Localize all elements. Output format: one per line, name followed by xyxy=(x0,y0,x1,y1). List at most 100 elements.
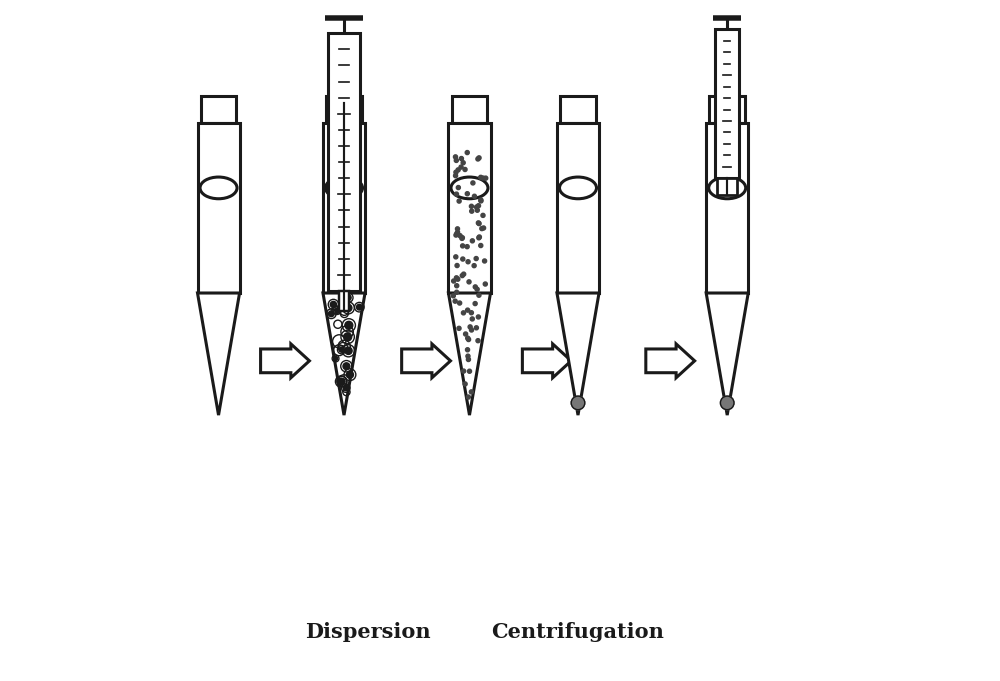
Circle shape xyxy=(469,204,473,208)
Circle shape xyxy=(473,302,477,306)
Circle shape xyxy=(463,382,467,386)
Polygon shape xyxy=(715,29,739,178)
Circle shape xyxy=(339,347,344,352)
Circle shape xyxy=(341,304,345,308)
Polygon shape xyxy=(448,293,491,415)
Circle shape xyxy=(454,159,458,163)
Polygon shape xyxy=(706,123,748,293)
Polygon shape xyxy=(709,96,745,123)
Circle shape xyxy=(479,199,483,203)
Circle shape xyxy=(475,208,479,212)
Circle shape xyxy=(474,326,478,330)
Circle shape xyxy=(334,356,338,360)
Circle shape xyxy=(466,358,470,362)
Circle shape xyxy=(476,315,480,319)
Text: Centrifugation: Centrifugation xyxy=(492,622,664,642)
Polygon shape xyxy=(560,96,596,123)
Circle shape xyxy=(466,259,470,264)
Polygon shape xyxy=(646,344,695,378)
Circle shape xyxy=(456,168,460,172)
Polygon shape xyxy=(725,29,730,175)
Circle shape xyxy=(461,257,465,261)
Circle shape xyxy=(453,155,458,159)
Circle shape xyxy=(472,194,476,198)
Polygon shape xyxy=(522,344,571,378)
Circle shape xyxy=(454,255,458,259)
Circle shape xyxy=(343,385,348,391)
Circle shape xyxy=(571,396,585,410)
Circle shape xyxy=(457,199,461,203)
Circle shape xyxy=(477,156,481,160)
Circle shape xyxy=(720,396,734,410)
Polygon shape xyxy=(402,344,450,378)
Circle shape xyxy=(346,371,353,378)
Polygon shape xyxy=(339,291,349,311)
Circle shape xyxy=(454,174,458,178)
Polygon shape xyxy=(448,123,491,293)
Circle shape xyxy=(454,170,458,174)
Circle shape xyxy=(481,213,485,217)
Circle shape xyxy=(454,276,458,280)
Circle shape xyxy=(462,369,466,373)
Circle shape xyxy=(472,264,476,268)
Circle shape xyxy=(469,390,473,394)
Circle shape xyxy=(482,226,486,230)
Circle shape xyxy=(330,302,336,308)
Polygon shape xyxy=(198,123,240,293)
Circle shape xyxy=(345,321,353,330)
Circle shape xyxy=(455,290,459,294)
Circle shape xyxy=(345,304,352,311)
Circle shape xyxy=(335,308,339,313)
Polygon shape xyxy=(326,96,362,123)
Circle shape xyxy=(456,277,460,281)
Circle shape xyxy=(475,287,479,291)
Polygon shape xyxy=(341,33,347,287)
Polygon shape xyxy=(323,123,365,293)
Circle shape xyxy=(345,347,352,354)
Circle shape xyxy=(476,221,480,225)
Circle shape xyxy=(466,308,470,312)
Circle shape xyxy=(455,264,459,268)
Circle shape xyxy=(343,363,350,370)
Polygon shape xyxy=(261,344,309,378)
Circle shape xyxy=(451,294,455,298)
Circle shape xyxy=(477,236,481,240)
Circle shape xyxy=(477,235,481,239)
Circle shape xyxy=(479,175,483,179)
Text: Dispersion: Dispersion xyxy=(305,622,431,642)
Circle shape xyxy=(460,274,464,278)
Circle shape xyxy=(338,378,344,385)
Circle shape xyxy=(345,295,351,300)
Circle shape xyxy=(456,230,460,234)
Circle shape xyxy=(469,328,474,332)
Circle shape xyxy=(454,233,458,237)
Polygon shape xyxy=(557,293,599,415)
Circle shape xyxy=(328,311,334,317)
Circle shape xyxy=(483,259,487,263)
Circle shape xyxy=(467,280,471,284)
Circle shape xyxy=(455,232,459,236)
Circle shape xyxy=(468,325,472,329)
Circle shape xyxy=(474,257,478,261)
Circle shape xyxy=(454,192,459,196)
Circle shape xyxy=(455,227,460,231)
Polygon shape xyxy=(323,293,365,415)
Circle shape xyxy=(465,348,470,352)
Circle shape xyxy=(481,176,485,180)
Circle shape xyxy=(471,181,475,185)
Polygon shape xyxy=(198,293,240,415)
Circle shape xyxy=(483,282,487,286)
Circle shape xyxy=(470,209,474,213)
Circle shape xyxy=(467,369,472,373)
Circle shape xyxy=(465,191,469,195)
Circle shape xyxy=(466,354,470,358)
Circle shape xyxy=(339,379,345,385)
Circle shape xyxy=(477,221,481,225)
Circle shape xyxy=(480,227,484,231)
Circle shape xyxy=(470,239,474,243)
Circle shape xyxy=(479,198,483,202)
Circle shape xyxy=(462,272,466,276)
Circle shape xyxy=(458,234,462,238)
Polygon shape xyxy=(452,96,487,123)
Circle shape xyxy=(457,326,461,330)
